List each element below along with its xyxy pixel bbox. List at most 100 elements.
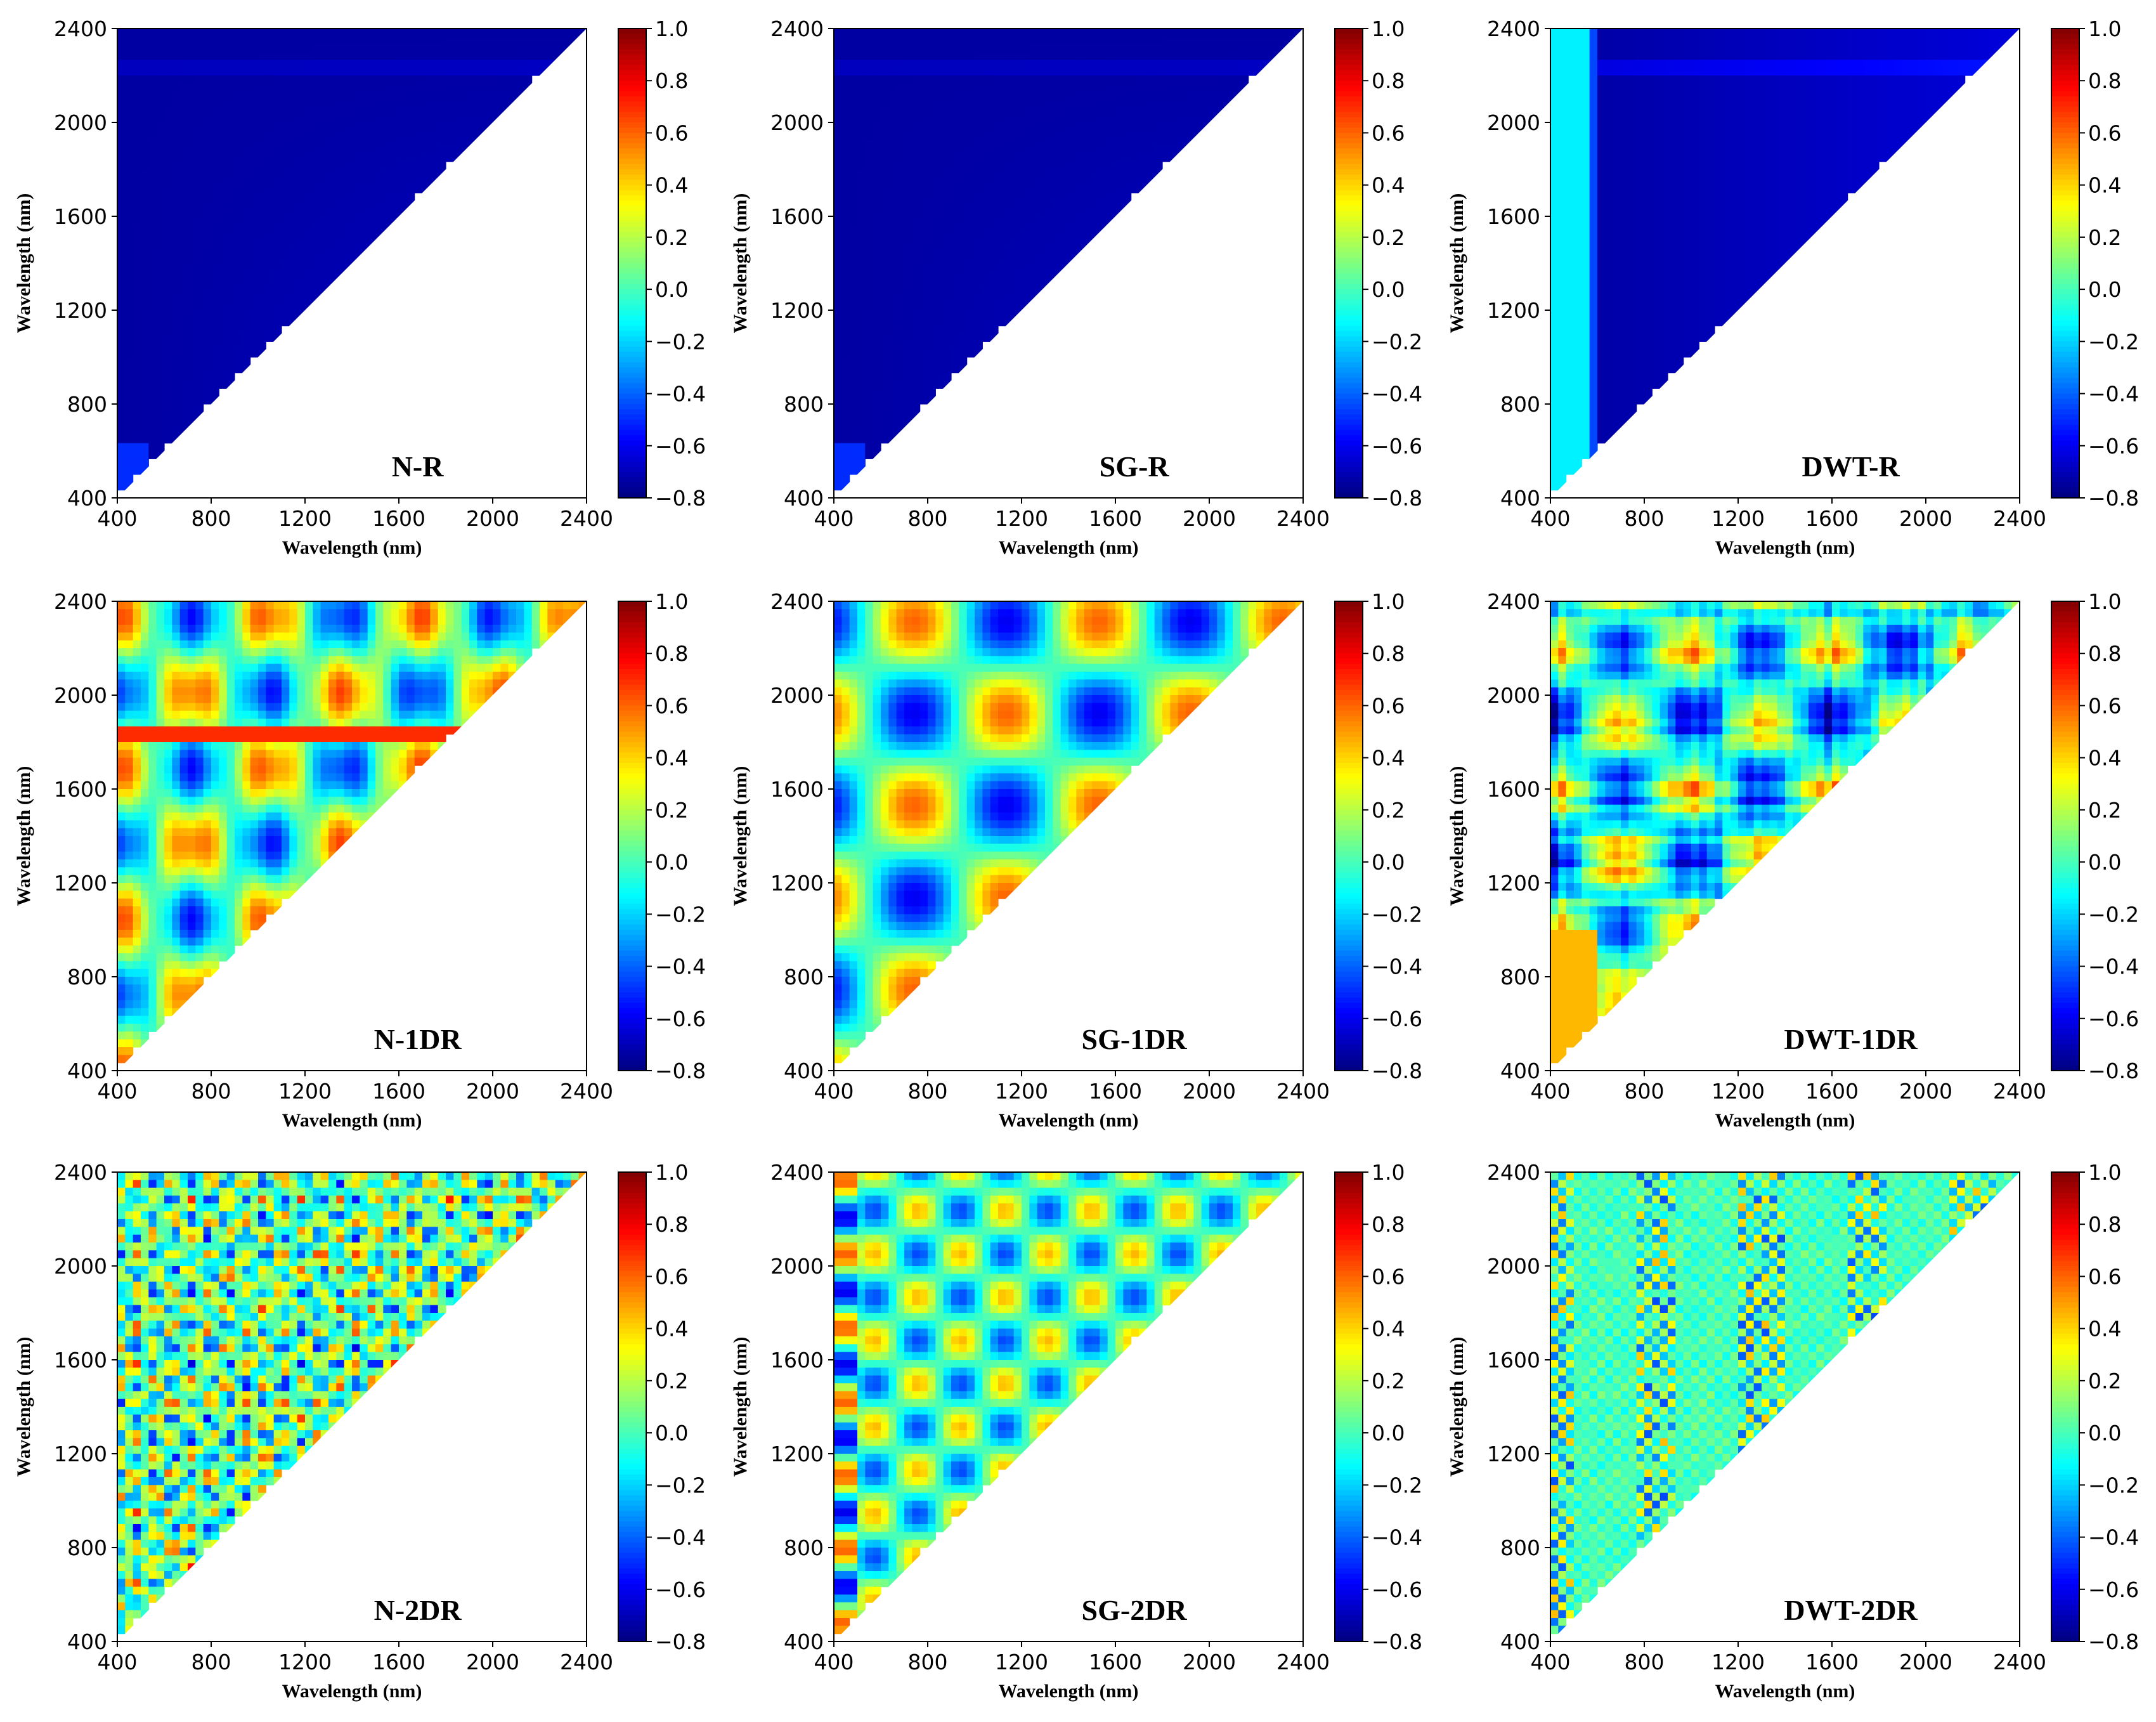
- heatmap-cell: [1581, 130, 1590, 139]
- heatmap-cell: [477, 36, 486, 45]
- heatmap-cell: [857, 451, 866, 459]
- heatmap-cell: [1605, 169, 1614, 178]
- heatmap-cell: [258, 67, 266, 76]
- heatmap-cell: [1574, 271, 1582, 280]
- heatmap-cell: [990, 138, 999, 147]
- heatmap-cell: [282, 138, 290, 147]
- heatmap-cell: [1621, 99, 1629, 107]
- heatmap-cell: [422, 60, 431, 68]
- colorbar-segment: [1335, 75, 1363, 81]
- heatmap-cell: [873, 263, 881, 271]
- heatmap-cell: [516, 83, 524, 92]
- heatmap-cell: [1659, 161, 1668, 170]
- heatmap-cell: [959, 44, 968, 53]
- heatmap-cell: [344, 60, 353, 68]
- heatmap-cell: [289, 193, 298, 201]
- heatmap-cell: [305, 177, 313, 186]
- heatmap-cell: [242, 153, 251, 162]
- colorbar-segment: [618, 143, 646, 149]
- heatmap-cell: [896, 404, 905, 412]
- heatmap-cell: [500, 60, 509, 68]
- heatmap-cell: [935, 122, 944, 131]
- heatmap-cell: [1107, 185, 1116, 193]
- heatmap-cell: [375, 193, 384, 201]
- heatmap-cell: [943, 75, 952, 84]
- heatmap-cell: [305, 36, 313, 45]
- heatmap-cell: [975, 146, 983, 154]
- heatmap-cell: [313, 287, 321, 295]
- heatmap-cell: [1574, 60, 1582, 68]
- colorbar-segment: [618, 351, 646, 358]
- heatmap-cell: [1248, 44, 1257, 53]
- heatmap-cell: [203, 388, 212, 397]
- heatmap-cell: [493, 52, 501, 60]
- heatmap-cell: [1628, 247, 1637, 256]
- heatmap-cell: [1581, 334, 1590, 342]
- heatmap-cell: [1045, 177, 1053, 186]
- heatmap-cell: [313, 247, 321, 256]
- heatmap-cell: [1644, 114, 1653, 123]
- heatmap-cell: [1589, 310, 1598, 318]
- y-tick-label: 400: [67, 486, 107, 511]
- heatmap-cell: [1068, 146, 1077, 154]
- heatmap-cell: [1146, 169, 1155, 178]
- heatmap-cell: [195, 349, 204, 358]
- heatmap-cell: [1045, 91, 1053, 100]
- heatmap-cell: [912, 44, 921, 53]
- heatmap-cell: [1706, 75, 1715, 84]
- heatmap-cell: [1092, 200, 1100, 209]
- heatmap-cell: [484, 67, 493, 76]
- heatmap-cell: [1201, 36, 1210, 45]
- heatmap-cell: [1715, 255, 1723, 264]
- heatmap-cell: [1581, 341, 1590, 350]
- heatmap-cell: [1589, 334, 1598, 342]
- heatmap-cells: [1550, 29, 2020, 491]
- heatmap-cell: [422, 29, 431, 37]
- heatmap-cell: [881, 208, 889, 217]
- heatmap-cell: [1706, 185, 1715, 193]
- heatmap-cell: [904, 161, 912, 170]
- heatmap-cell: [951, 271, 959, 280]
- heatmap-cell: [156, 287, 165, 295]
- heatmap-cell: [250, 83, 259, 92]
- heatmap-cell: [1115, 193, 1124, 201]
- heatmap-cell: [896, 396, 905, 405]
- heatmap-cell: [834, 412, 842, 421]
- heatmap-cell: [282, 44, 290, 53]
- heatmap-cell: [1613, 169, 1621, 178]
- heatmap-cell: [951, 161, 959, 170]
- heatmap-cell: [266, 216, 275, 225]
- heatmap-cell: [904, 255, 912, 264]
- heatmap-cell: [881, 99, 889, 107]
- heatmap-cell: [391, 99, 399, 107]
- heatmap-cell: [888, 271, 897, 280]
- heatmap-cell: [188, 83, 196, 92]
- heatmap-cell: [1597, 185, 1606, 193]
- heatmap-cell: [841, 60, 850, 68]
- heatmap-cell: [360, 193, 368, 201]
- heatmap-cell: [133, 177, 141, 186]
- heatmap-cell: [125, 216, 134, 225]
- heatmap-cell: [1652, 107, 1661, 115]
- heatmap-cell: [484, 107, 493, 115]
- heatmap-cell: [951, 193, 959, 201]
- heatmap-cell: [203, 185, 212, 193]
- heatmap-cell: [975, 193, 983, 201]
- heatmap-cell: [156, 334, 165, 342]
- heatmap-cell: [849, 75, 858, 84]
- colorbar-segment: [1335, 174, 1363, 181]
- heatmap-cell: [179, 334, 188, 342]
- heatmap-cell: [297, 153, 306, 162]
- heatmap-cell: [1566, 381, 1575, 389]
- heatmap-cell: [1053, 153, 1062, 162]
- heatmap-cell: [469, 67, 477, 76]
- heatmap-cell: [888, 341, 897, 350]
- heatmap-cell: [211, 287, 219, 295]
- heatmap-cell: [1636, 287, 1645, 295]
- heatmap-cell: [344, 36, 353, 45]
- heatmap-cell: [179, 349, 188, 358]
- heatmap-cell: [219, 357, 228, 365]
- heatmap-cell: [1715, 29, 1723, 37]
- heatmap-cell: [133, 419, 141, 428]
- heatmap-cell: [484, 60, 493, 68]
